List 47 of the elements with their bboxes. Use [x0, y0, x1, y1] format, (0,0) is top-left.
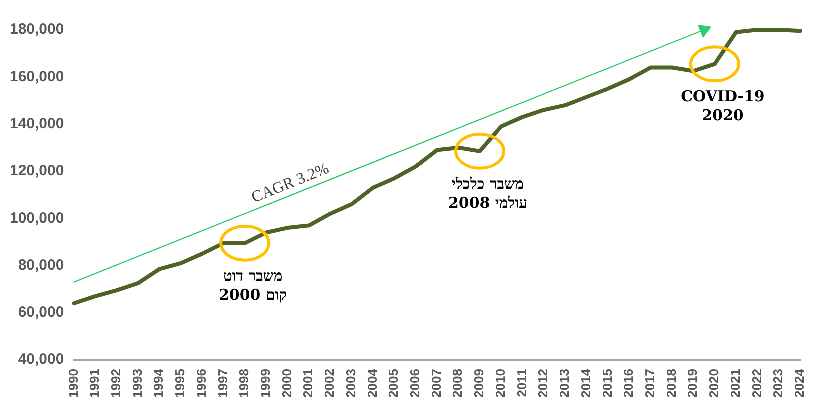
- y-tick-label: 40,000: [18, 351, 64, 368]
- y-tick-label: 140,000: [10, 115, 64, 132]
- x-tick-label: 2003: [343, 369, 358, 398]
- x-tick-label: 1993: [130, 369, 145, 398]
- x-tick-label: 1999: [258, 369, 274, 398]
- x-tick-label: 1995: [172, 369, 188, 398]
- x-tick-label: 2005: [386, 369, 402, 398]
- x-tick-label: 2004: [364, 368, 380, 398]
- x-tick-label: 2000: [279, 369, 294, 398]
- x-tick-label: 2020: [706, 369, 722, 398]
- y-tick-label: 120,000: [10, 162, 64, 180]
- x-tick-label: 1991: [87, 369, 102, 398]
- x-tick-label: 2009: [472, 369, 487, 398]
- text: CAGR 3.2%: [249, 160, 332, 207]
- x-tick-label: 1996: [194, 369, 209, 398]
- x-tick-label: 1998: [236, 369, 252, 398]
- x-tick-label: 2012: [536, 369, 551, 398]
- y-tick-label: 80,000: [18, 256, 64, 274]
- annotation: משבר דוט קום 2000: [218, 266, 288, 304]
- x-tick-label: 1992: [108, 369, 124, 398]
- x-tick-label: 2016: [621, 369, 636, 398]
- y-tick-label: 60,000: [18, 304, 64, 322]
- x-tick-label: 2017: [642, 369, 658, 398]
- y-tick-label: 100,000: [10, 210, 64, 227]
- y-tick-label: 180,000: [10, 21, 64, 38]
- x-tick-label: 2014: [578, 368, 594, 398]
- x-tick-label: 1990: [66, 369, 81, 398]
- annotation: COVID-19 2020: [681, 88, 765, 125]
- x-tick-label: 2008: [450, 369, 466, 398]
- x-tick-label: 2006: [408, 369, 423, 398]
- x-tick-label: 2019: [685, 369, 700, 398]
- x-tick-label: 2013: [557, 369, 572, 398]
- x-tick-label: 2011: [514, 369, 530, 398]
- x-tick-label: 2024: [792, 368, 807, 398]
- x-tick-label: 2022: [749, 369, 764, 398]
- x-tick-label: 1997: [215, 369, 230, 398]
- x-tick-label: 2021: [728, 369, 743, 398]
- x-tick-label: 1994: [151, 368, 166, 398]
- x-tick-label: 2018: [664, 369, 679, 398]
- x-tick-label: 2007: [428, 369, 444, 398]
- x-tick-label: 2010: [492, 369, 508, 398]
- x-tick-label: 2023: [770, 369, 786, 398]
- annotation: משבר כלכלי עולמי 2008: [448, 174, 528, 212]
- y-tick-label: 160,000: [10, 68, 64, 86]
- x-tick-label: 2015: [600, 369, 615, 398]
- x-tick-label: 2001: [300, 369, 316, 398]
- x-tick-label: 2002: [322, 369, 338, 398]
